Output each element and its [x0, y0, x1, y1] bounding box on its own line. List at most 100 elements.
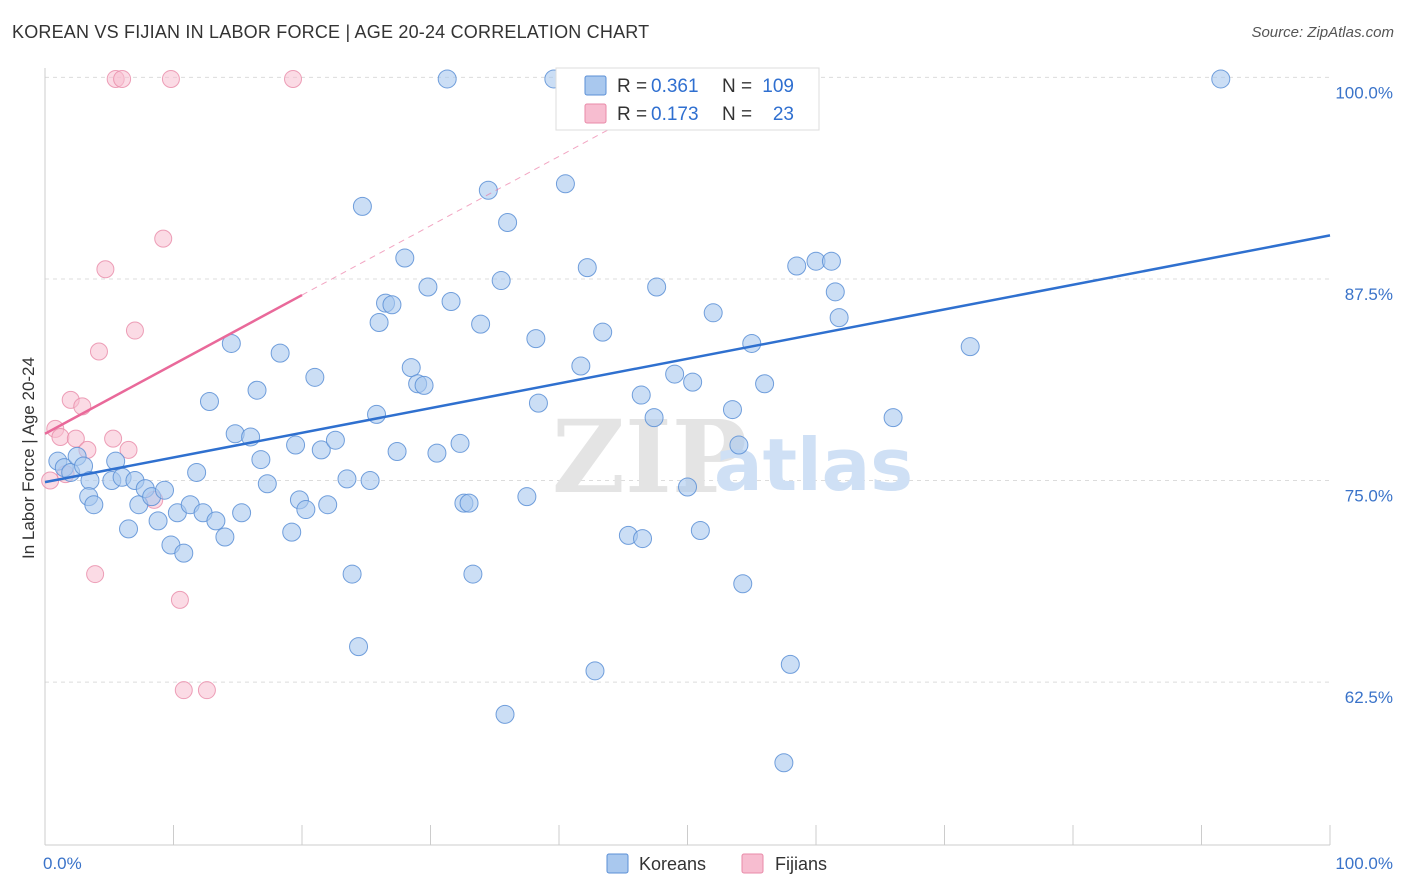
- korean-point-38: [296, 500, 316, 520]
- korean-point-76: [571, 356, 591, 376]
- legend-korean-n-label: N =: [722, 76, 752, 97]
- korean-point-103: [960, 337, 980, 357]
- korean-point-66: [478, 180, 498, 200]
- korean-point-46: [352, 196, 372, 216]
- fijian-point-18: [161, 69, 180, 88]
- korean-point-25: [206, 511, 226, 531]
- y-axis-title: In Labor Force | Age 20-24: [19, 357, 38, 559]
- axes-layer: [44, 68, 1331, 846]
- korean-point-70: [517, 487, 537, 507]
- korean-point-45: [349, 637, 369, 657]
- korean-point-97: [787, 256, 807, 276]
- korean-point-47: [360, 471, 380, 491]
- korean-point-90: [722, 400, 742, 420]
- legend-korean-r-label: R =: [617, 76, 647, 97]
- bottom-legend: Koreans Fijians: [606, 853, 827, 874]
- korean-point-17: [155, 480, 175, 500]
- korean-point-9: [106, 451, 126, 471]
- korean-point-54: [401, 358, 421, 378]
- fijian-point-22: [284, 69, 303, 88]
- korean-point-22: [187, 462, 207, 482]
- korean-point-35: [282, 522, 302, 542]
- korean-point-72: [528, 393, 548, 413]
- korean-point-51: [382, 295, 402, 315]
- korean-point-11: [119, 519, 139, 539]
- fijian-trend-line: [44, 293, 303, 435]
- fijian-point-9: [89, 342, 108, 361]
- korean-point-60: [441, 292, 461, 312]
- y-tick-label-2: 87.5%: [1345, 285, 1393, 304]
- korean-point-57: [418, 277, 438, 297]
- korean-point-56: [414, 375, 434, 395]
- legend-fijian-r-value: 0.173: [651, 104, 699, 125]
- korean-point-86: [678, 477, 697, 497]
- korean-point-49: [369, 312, 389, 332]
- watermark-atlas: atlas: [714, 423, 913, 507]
- korean-point-44: [342, 564, 362, 584]
- x-tick-label-min: 0.0%: [43, 854, 82, 873]
- korean-point-81: [631, 385, 651, 405]
- fijian-point-21: [197, 681, 216, 700]
- korean-point-63: [459, 493, 479, 513]
- fijian-point-11: [104, 429, 123, 448]
- korean-point-83: [644, 408, 664, 428]
- fijian-point-20: [174, 681, 193, 700]
- korean-point-93: [742, 333, 762, 353]
- chart-title: KOREAN VS FIJIAN IN LABOR FORCE | AGE 20…: [12, 22, 650, 42]
- korean-point-20: [174, 543, 194, 563]
- korean-point-69: [498, 212, 518, 232]
- legend-swatch-fijian: [584, 103, 607, 124]
- korean-point-88: [690, 521, 710, 541]
- legend-swatch-korean: [584, 75, 607, 96]
- bottom-legend-swatch-korean: [606, 853, 629, 874]
- fijian-point-14: [119, 440, 138, 459]
- korean-point-79: [593, 322, 613, 342]
- fijian-point-8: [86, 565, 105, 584]
- legend-korean-r-value: 0.361: [651, 76, 699, 97]
- korean-point-39: [305, 367, 325, 387]
- korean-point-74: [555, 174, 575, 194]
- korean-point-65: [471, 314, 491, 334]
- chart-source: Source: ZipAtlas.com: [1251, 24, 1394, 41]
- y-tick-label-3: 100.0%: [1335, 83, 1393, 102]
- fijian-point-10: [96, 260, 115, 279]
- y-tick-label-1: 75.0%: [1345, 487, 1393, 506]
- korean-point-94: [755, 374, 775, 394]
- korean-point-16: [148, 511, 168, 531]
- korean-point-61: [450, 433, 470, 453]
- korean-point-92: [733, 574, 753, 594]
- legend-fijian-n-label: N =: [722, 104, 752, 125]
- korean-point-91: [729, 435, 749, 455]
- korean-point-29: [232, 503, 252, 523]
- bottom-legend-fijian-label: Fijians: [775, 854, 827, 874]
- korean-point-43: [337, 469, 357, 489]
- korean-point-85: [665, 364, 685, 384]
- fijian-point-19: [170, 590, 189, 609]
- korean-point-101: [829, 308, 849, 328]
- korean-point-77: [577, 258, 597, 278]
- korean-point-41: [318, 495, 338, 515]
- korean-trend-line: [44, 234, 1331, 484]
- korean-point-100: [825, 282, 845, 302]
- bottom-legend-swatch-fijian: [741, 853, 764, 874]
- x-tick-label-max: 100.0%: [1335, 854, 1393, 873]
- korean-point-53: [395, 248, 415, 268]
- korean-point-26: [215, 527, 235, 547]
- bottom-legend-korean-label: Koreans: [639, 854, 706, 874]
- korean-point-102: [883, 408, 903, 428]
- y-tick-labels: 62.5% 75.0% 87.5% 100.0%: [1335, 83, 1393, 707]
- y-tick-label-0: 62.5%: [1345, 688, 1393, 707]
- korean-point-96: [780, 654, 800, 674]
- korean-point-31: [247, 380, 267, 400]
- korean-point-68: [495, 704, 515, 724]
- top-legend: R = 0.361 N = 109 R = 0.173 N = 23: [555, 67, 820, 131]
- korean-point-64: [463, 564, 483, 584]
- fijian-point-17: [154, 229, 173, 248]
- fijian-point-2: [51, 427, 70, 446]
- fijian-point-13: [113, 69, 132, 88]
- korean-points: [48, 69, 1231, 773]
- korean-point-89: [703, 303, 723, 323]
- korean-point-42: [325, 430, 345, 450]
- fijian-point-15: [125, 321, 144, 340]
- legend-korean-n-value: 109: [762, 76, 794, 97]
